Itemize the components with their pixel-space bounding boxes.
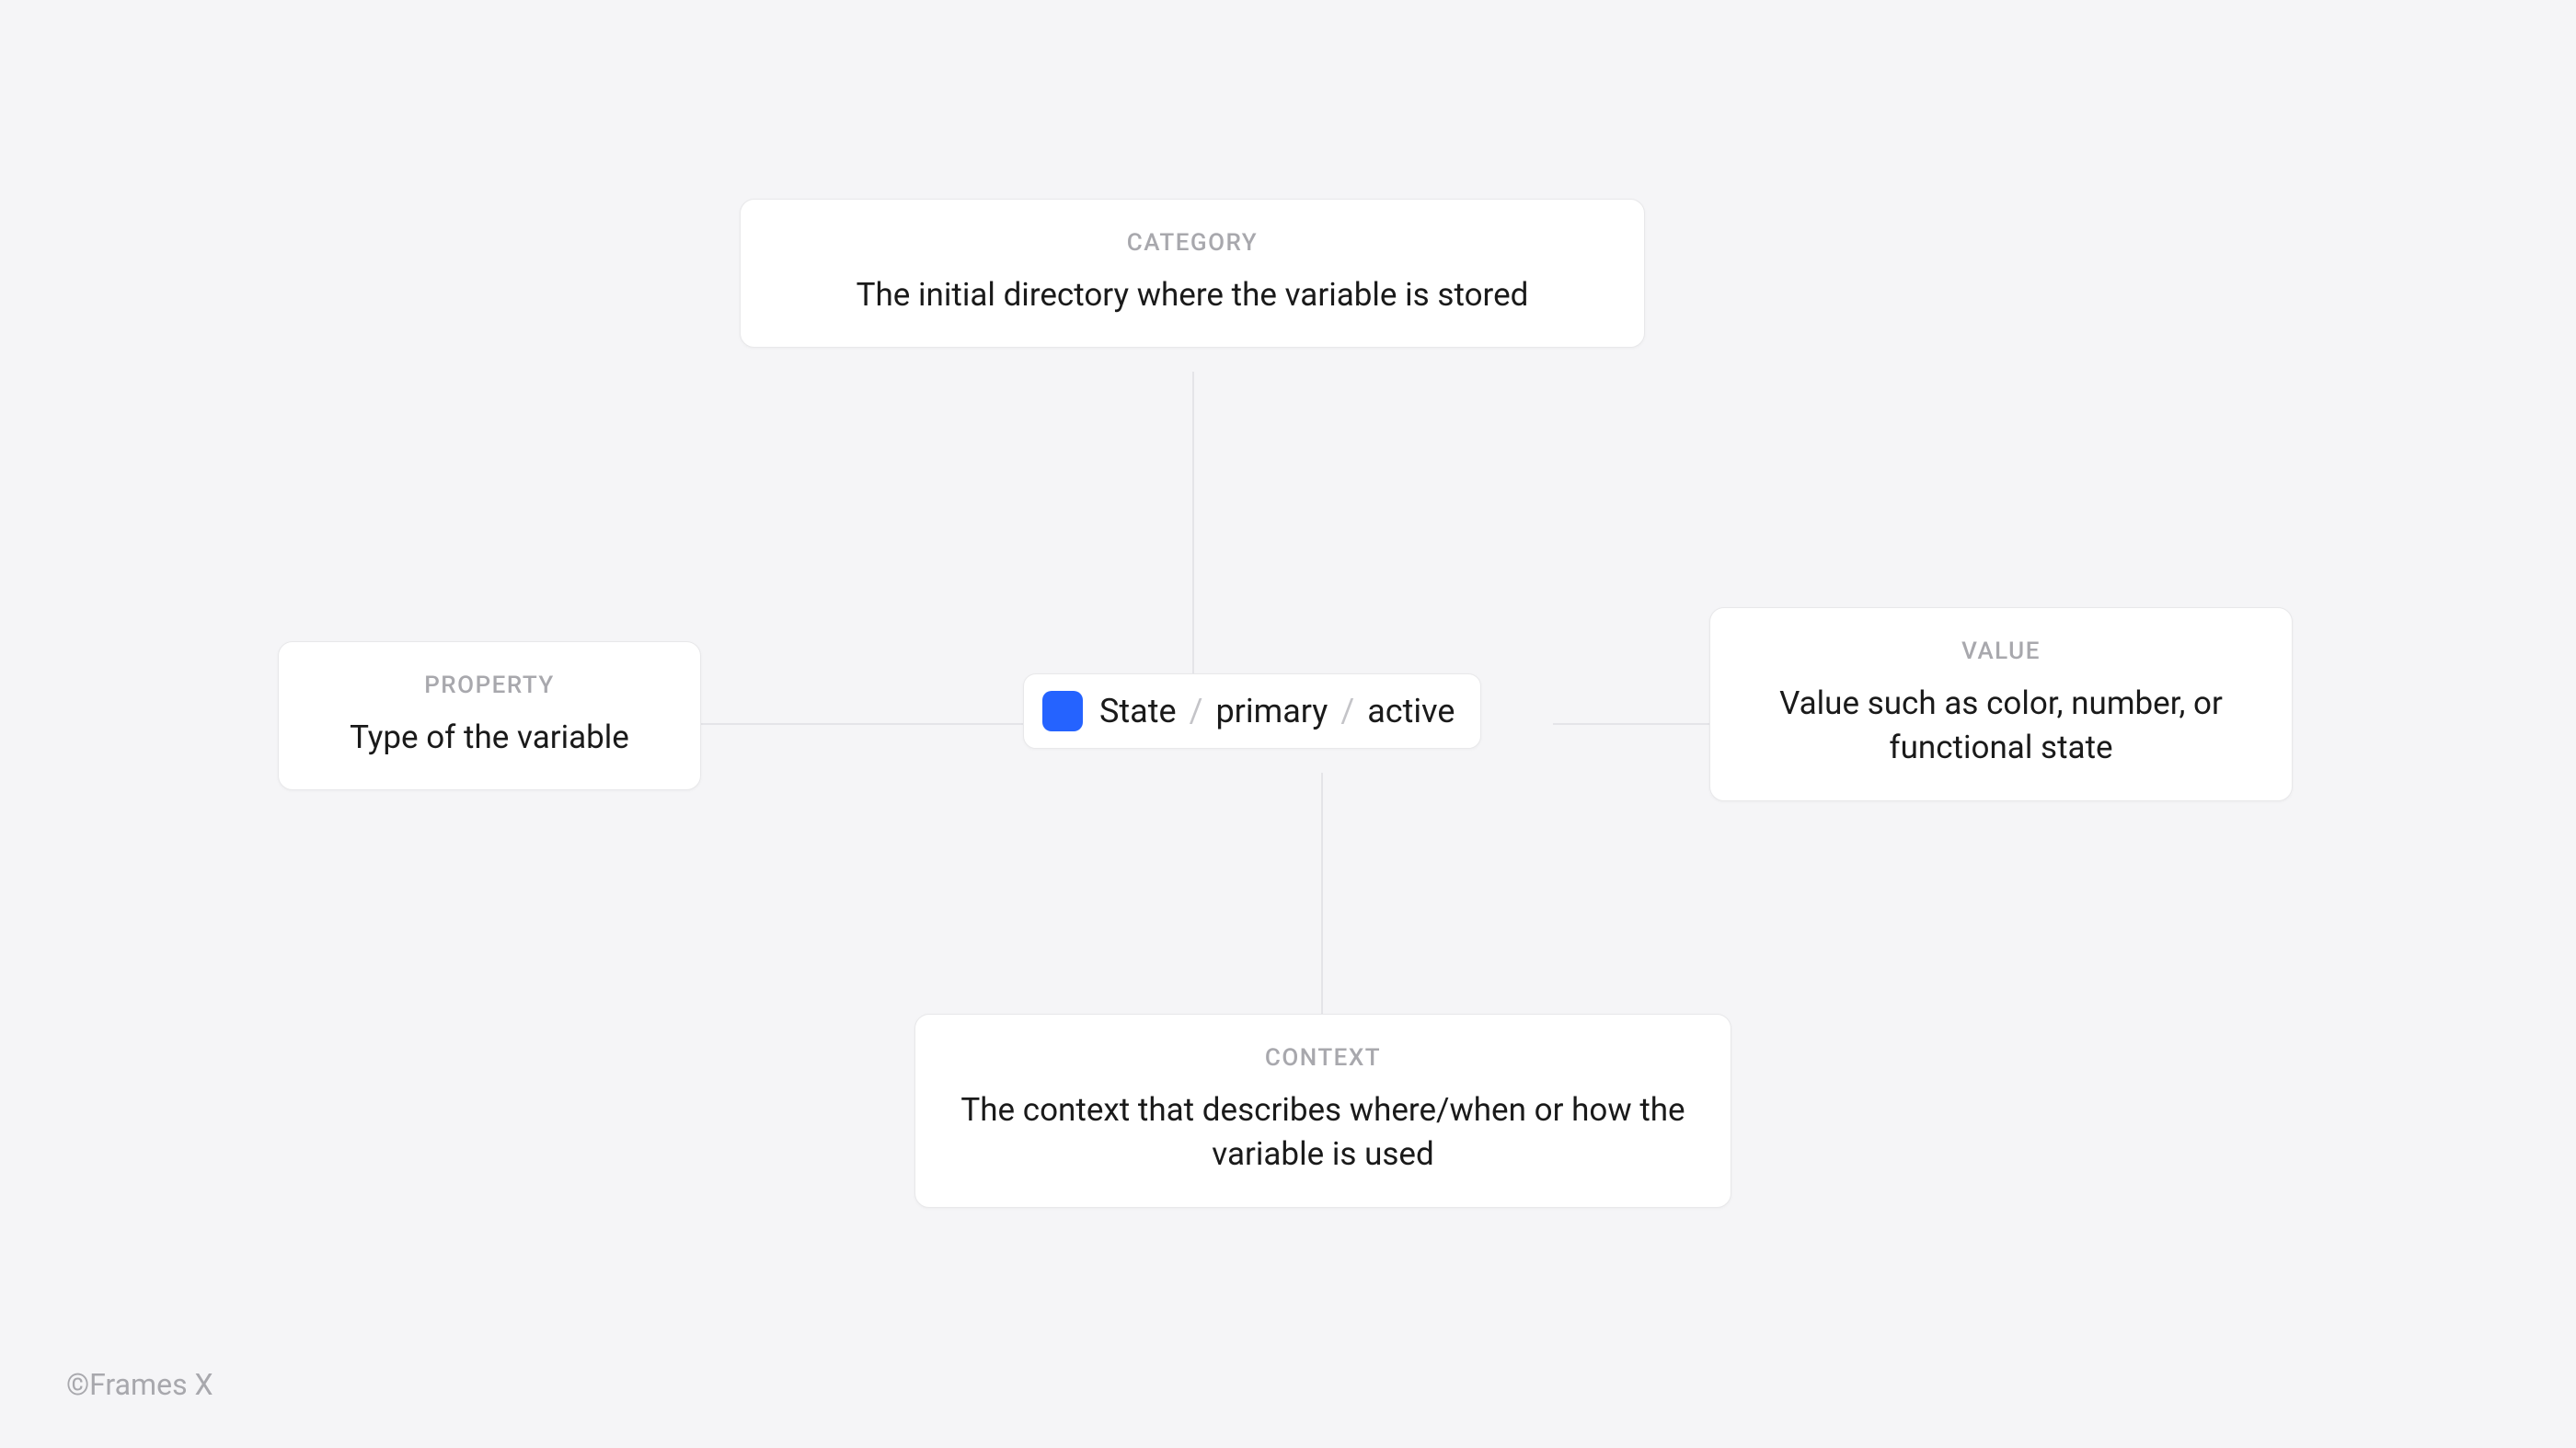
property-card: PROPERTY Type of the variable [278,641,701,790]
token-separator: / [1190,692,1203,730]
token-part-active: active [1367,692,1455,730]
diagram-container: CATEGORY The initial directory where the… [0,0,2576,1448]
property-description: Type of the variable [323,716,656,760]
connector-top [1192,372,1194,673]
token-part-primary: primary [1215,692,1328,730]
context-card: CONTEXT The context that describes where… [914,1014,1731,1208]
value-card: VALUE Value such as color, number, or fu… [1709,607,2293,801]
category-label: CATEGORY [785,229,1600,257]
attribution: ©Frames X [66,1367,213,1402]
value-description: Value such as color, number, or function… [1754,682,2248,771]
token-part-state: State [1099,692,1177,730]
category-description: The initial directory where the variable… [785,273,1600,317]
context-description: The context that describes where/when or… [960,1088,1686,1178]
context-label: CONTEXT [960,1044,1686,1072]
value-label: VALUE [1754,638,2248,665]
property-label: PROPERTY [323,672,656,699]
token-color-swatch [1042,691,1083,731]
category-card: CATEGORY The initial directory where the… [740,199,1645,348]
connector-right [1553,723,1709,725]
token-text: State / primary / active [1099,692,1455,730]
connector-left [701,723,1023,725]
connector-bottom [1321,773,1323,1014]
token-pill: State / primary / active [1023,673,1481,749]
token-separator: / [1340,692,1354,730]
